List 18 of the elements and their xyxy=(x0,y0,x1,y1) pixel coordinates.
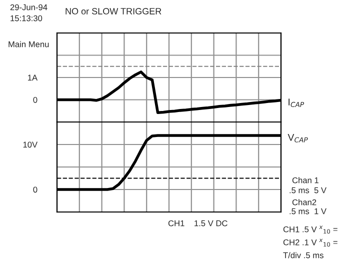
series-label: I$_{CAP}$ xyxy=(288,98,304,108)
text: 15:13:30 xyxy=(10,15,42,22)
text: .5 ms 5 V xyxy=(290,187,326,194)
text: Chan 1 xyxy=(292,177,318,184)
text: CH1 .5 V $^{x}$$_{10}$ = xyxy=(283,226,338,234)
text: 29-Jun-94 xyxy=(10,4,48,10)
series-label: V$_{CAP}$ xyxy=(288,134,308,142)
chart-title: NO or SLOW TRIGGER xyxy=(66,8,162,14)
y-tick-label: 0 xyxy=(33,186,38,193)
text: CH2 .1 V $^{x}$$_{10}$ = xyxy=(283,238,338,247)
text: Main Menu xyxy=(8,41,49,48)
text: CH1 1.5 V DC xyxy=(168,220,228,226)
y-tick-label: 0 xyxy=(33,96,38,103)
y-tick-label: 10V xyxy=(23,142,38,148)
text: Chan2 xyxy=(292,199,316,206)
text: T/div .5 ms xyxy=(283,252,324,258)
y-tick-label: 1A xyxy=(28,74,38,81)
text: .5 ms 1 V xyxy=(290,208,326,214)
